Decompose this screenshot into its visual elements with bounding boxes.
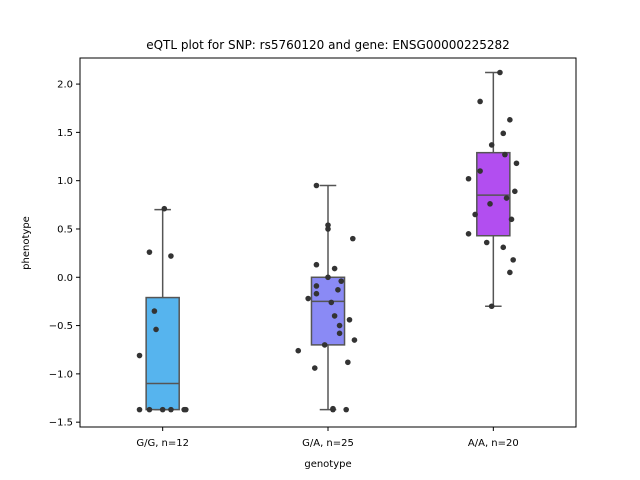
y-tick-label: 0.5 [57,224,73,235]
data-point [151,308,158,314]
data-point [159,406,166,413]
data-point [136,352,143,359]
data-point [330,405,336,412]
data-point [325,222,331,228]
data-point [488,142,495,148]
x-axis-ticks: G/G, n=12 G/A, n=25 A/A, n=20 [136,427,519,449]
data-point [146,249,153,255]
data-point [313,182,320,189]
data-point [295,347,302,354]
data-point [465,175,472,182]
data-point [488,303,495,310]
data-point [507,269,513,276]
data-point [350,235,356,242]
x-tick-label: G/G, n=12 [136,438,189,449]
data-point [510,257,516,263]
data-point [472,211,478,218]
y-tick-label: −1.5 [49,418,73,429]
data-point [465,231,472,237]
y-tick-label: 0.0 [57,273,73,284]
data-point [345,359,351,366]
plot-area-frame [79,57,577,428]
data-point [313,261,320,268]
y-tick-label: 1.0 [57,176,73,187]
strip-points [136,69,520,413]
data-point [346,316,353,323]
x-axis-label: genotype [304,459,351,470]
y-tick-label: 1.5 [57,128,73,139]
data-point [483,239,490,246]
data-point [338,278,345,284]
data-point [500,244,507,251]
data-point [497,69,503,76]
data-point [325,274,331,281]
data-point [331,265,338,272]
data-point [153,326,159,333]
data-point [502,151,508,158]
data-point [500,130,507,137]
data-point [513,160,520,167]
data-point [168,253,174,259]
data-point [328,299,335,306]
data-point [325,226,331,232]
data-point [507,117,513,123]
data-point [331,313,338,319]
data-point [508,216,515,223]
data-point [477,168,483,174]
data-point [313,290,320,297]
data-point [311,365,318,371]
data-point [313,283,320,289]
data-point [487,201,493,207]
data-point [512,188,518,195]
data-point [335,287,341,293]
data-point [161,205,168,212]
data-point [343,406,349,413]
data-point [351,337,358,343]
data-point [168,406,174,413]
data-point [146,406,153,413]
y-tick-label: −0.5 [49,321,73,332]
y-tick-label: 2.0 [57,80,73,91]
data-point [321,342,328,348]
box-group [476,71,511,308]
data-point [503,195,510,201]
data-point [136,406,143,413]
y-tick-label: −1.0 [49,369,73,380]
x-tick-label: G/A, n=25 [302,438,354,449]
box-plot-boxes [145,71,511,411]
data-point [336,322,343,329]
data-point [336,330,343,337]
box-iqr [476,151,511,237]
data-point [305,295,311,302]
y-axis-label: phenotype [21,216,32,270]
chart-title: eQTL plot for SNP: rs5760120 and gene: E… [146,38,510,52]
x-tick-label: A/A, n=20 [468,438,519,449]
y-axis-ticks: −1.5 −1.0 −0.5 0.0 0.5 1.0 1.5 2.0 [49,80,80,429]
box-iqr [145,296,180,411]
data-point [183,406,189,413]
data-point [477,98,483,105]
